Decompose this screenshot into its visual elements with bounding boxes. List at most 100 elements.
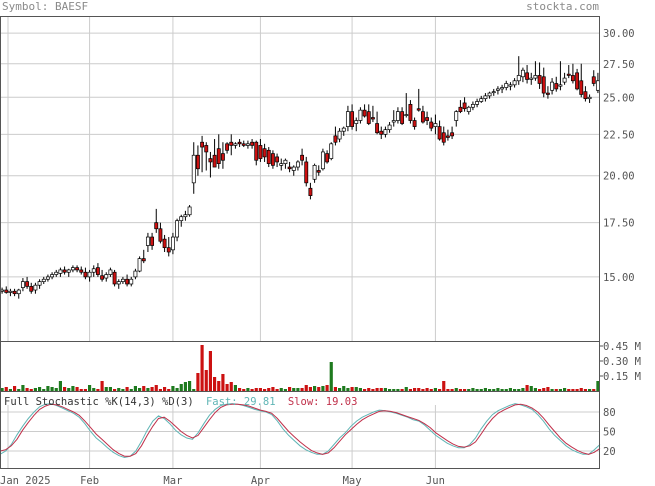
volume-bar <box>192 389 196 391</box>
candle-body <box>587 96 592 100</box>
candle-body <box>95 267 100 275</box>
volume-bar <box>321 386 325 391</box>
candle-body <box>483 95 488 100</box>
volume-bar <box>183 382 187 391</box>
volume-bar <box>196 373 200 391</box>
candle-body <box>545 92 550 95</box>
price-tick-label: 27.50 <box>603 59 635 71</box>
candle-body <box>141 258 146 262</box>
candle-body <box>387 124 392 131</box>
volume-bar <box>346 388 350 391</box>
volume-bar <box>525 385 529 391</box>
volume-bar <box>308 387 312 391</box>
volume-bar <box>146 388 150 391</box>
candle-body <box>408 104 413 121</box>
volume-bar <box>208 351 212 391</box>
candle-body <box>487 92 492 97</box>
volume-bar <box>175 388 179 391</box>
candle-body <box>87 271 92 278</box>
candle-body <box>304 161 309 184</box>
candle-body <box>454 111 459 121</box>
volume-bar <box>142 386 146 391</box>
candle-body <box>550 81 555 91</box>
candle-body <box>562 77 567 83</box>
candle-body <box>183 214 188 218</box>
candle-body <box>450 132 455 137</box>
candle-body <box>279 163 284 166</box>
volume-bar <box>246 388 250 391</box>
candle-body <box>16 289 21 295</box>
volume-bar <box>413 388 417 391</box>
candle-body <box>375 123 380 134</box>
volume-bar <box>154 385 158 391</box>
volume-bar <box>58 381 62 391</box>
volume-bar <box>4 387 8 391</box>
candle-body <box>516 75 521 82</box>
candle-body <box>537 75 542 84</box>
candle-body <box>270 153 275 166</box>
volume-bar <box>596 381 600 391</box>
volume-bar <box>450 389 454 391</box>
volume-bar <box>133 386 137 391</box>
candle-body <box>462 102 467 110</box>
price-tick-label: 17.50 <box>603 218 635 230</box>
volume-bar <box>446 389 450 391</box>
x-tick-label: Feb <box>80 475 99 486</box>
volume-bar <box>454 388 458 391</box>
volume-bar <box>204 370 208 391</box>
price-tick-label: 22.50 <box>603 129 635 141</box>
candle-body <box>295 161 300 168</box>
candle-body <box>437 126 442 140</box>
candle-body <box>358 109 363 121</box>
volume-bar <box>267 388 271 391</box>
volume-bar <box>492 389 496 391</box>
volume-tick-label: 0.15 M <box>603 371 641 383</box>
candle-body <box>145 236 150 246</box>
candle-body <box>287 166 292 170</box>
candle-body <box>150 236 155 246</box>
volume-bar <box>529 386 533 391</box>
candle-body <box>500 87 505 90</box>
candle-body <box>175 220 180 238</box>
candle-body <box>195 154 200 170</box>
stoch-fast-line <box>0 403 601 459</box>
candle-body <box>250 141 255 146</box>
candle-body <box>116 281 121 285</box>
volume-bar <box>150 387 154 391</box>
volume-bar <box>463 389 467 391</box>
candle-body <box>291 166 296 171</box>
volume-bar <box>279 388 283 391</box>
symbol-label: Symbol: BAESF <box>2 0 89 13</box>
candle-body <box>179 216 184 222</box>
volume-bar <box>554 389 558 391</box>
volume-bar <box>300 388 304 391</box>
candle-body <box>187 206 192 216</box>
volume-bar <box>129 389 133 391</box>
volume-bar <box>117 388 121 391</box>
volume-bar <box>342 386 346 391</box>
volume-bar <box>100 381 104 391</box>
volume-bar <box>408 389 412 391</box>
candle-body <box>541 76 546 94</box>
x-tick-label: Apr <box>251 475 270 486</box>
candle-body <box>420 111 425 123</box>
candle-body <box>54 271 59 275</box>
volume-bar <box>67 388 71 391</box>
volume-bar <box>396 389 400 391</box>
candle-body <box>133 270 138 278</box>
candle-body <box>337 130 342 140</box>
volume-bar <box>25 388 29 391</box>
candle-body <box>504 83 509 88</box>
candle-body <box>350 111 355 127</box>
candle-body <box>316 170 321 173</box>
volume-bar <box>13 386 17 391</box>
candle-body <box>341 127 346 132</box>
volume-bar <box>17 389 21 391</box>
candle-body <box>558 84 563 87</box>
site-label[interactable]: stockta.com <box>526 0 599 13</box>
candle-body <box>300 154 305 161</box>
candle-body <box>491 91 496 94</box>
stoch-slow-line <box>0 403 601 457</box>
candle-body <box>166 247 171 253</box>
candle-body <box>400 111 405 124</box>
